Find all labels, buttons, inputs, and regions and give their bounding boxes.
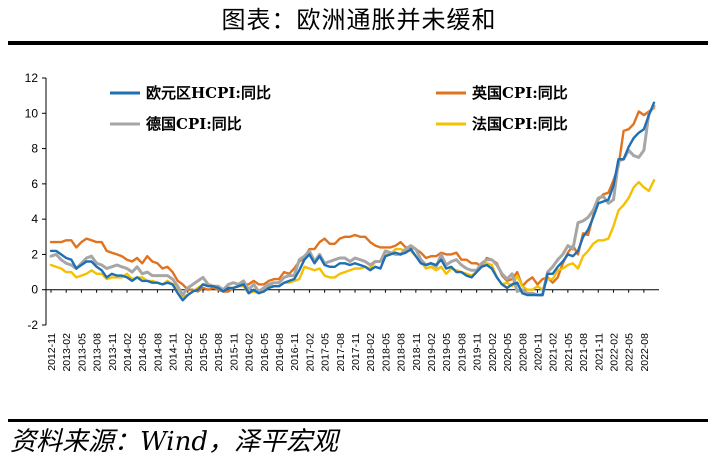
x-tick-label: 2019-05: [441, 333, 453, 372]
x-tick-label: 2015-05: [198, 333, 210, 372]
x-tick-label: 2017-08: [335, 333, 347, 372]
x-tick-label: 2013-05: [76, 333, 88, 372]
x-tick-label: 2021-02: [548, 333, 560, 372]
title-underline: [8, 41, 708, 45]
x-tick-label: 2016-08: [274, 333, 286, 372]
series-layer: [49, 101, 656, 302]
x-tick-label: 2016-05: [259, 333, 271, 372]
x-tick-label: 2014-02: [122, 333, 134, 372]
x-tick-label: 2017-05: [320, 333, 332, 372]
x-tick-label: 2016-11: [289, 333, 301, 371]
x-tick-label: 2014-05: [137, 333, 149, 372]
x-tick-label: 2017-11: [350, 333, 362, 371]
x-tick-label: 2018-05: [380, 333, 392, 372]
y-tick-label: 8: [31, 142, 38, 156]
x-tick-label: 2019-08: [456, 333, 468, 372]
x-tick-label: 2013-02: [61, 333, 73, 372]
x-tick-label: 2018-02: [365, 333, 377, 372]
x-tick-label: 2018-08: [396, 333, 408, 372]
series-line-2: [49, 104, 656, 297]
x-tick-label: 2021-08: [578, 333, 590, 372]
x-tick-label: 2020-11: [532, 333, 544, 371]
y-tick-label: -2: [27, 318, 38, 332]
x-tick-label: 2014-11: [168, 333, 180, 371]
y-tick-label: 12: [25, 71, 39, 85]
x-tick-label: 2019-02: [426, 333, 438, 372]
source-divider: [8, 419, 708, 422]
x-tick-label: 2017-02: [304, 333, 316, 372]
series-line-1: [49, 106, 656, 293]
y-tick-label: 0: [31, 283, 38, 297]
series-line-3: [49, 179, 656, 299]
x-tick-label: 2015-02: [183, 333, 195, 372]
x-tick-label: 2013-08: [92, 333, 104, 372]
legend-label-1: 英国CPI:同比: [472, 84, 568, 102]
source-note: 资料来源：Wind，泽平宏观: [10, 427, 338, 457]
legend-label-3: 法国CPI:同比: [472, 115, 568, 133]
y-tick-label: 10: [25, 106, 39, 120]
legend-label-0: 欧元区HCPI:同比: [146, 84, 271, 102]
x-tick-label: 2015-11: [228, 333, 240, 371]
x-tick-label: 2014-08: [152, 333, 164, 372]
page-title: 图表：欧洲通胀并未缓和: [221, 6, 497, 34]
x-tick-label: 2022-02: [608, 333, 620, 372]
y-tick-label: 4: [31, 212, 38, 226]
x-tick-label: 2019-11: [472, 333, 484, 371]
series-line-0: [49, 101, 656, 302]
x-tick-label: 2016-02: [244, 333, 256, 372]
y-tick-label: 2: [31, 247, 38, 261]
legend-label-2: 德国CPI:同比: [146, 115, 242, 133]
x-tick-label: 2013-11: [107, 333, 119, 371]
y-tick-label: 6: [31, 177, 38, 191]
x-tick-label: 2022-08: [639, 333, 651, 372]
x-tick-label: 2020-08: [517, 333, 529, 372]
x-tick-label: 2022-05: [624, 333, 636, 372]
x-tick-label: 2020-02: [487, 333, 499, 372]
x-tick-label: 2012-11: [46, 333, 58, 371]
x-tick-label: 2015-08: [213, 333, 225, 372]
x-tick-label: 2021-05: [563, 333, 575, 372]
x-tick-label: 2021-11: [593, 333, 605, 371]
x-tick-label: 2018-11: [411, 333, 423, 371]
x-tick-label: 2020-05: [502, 333, 514, 372]
